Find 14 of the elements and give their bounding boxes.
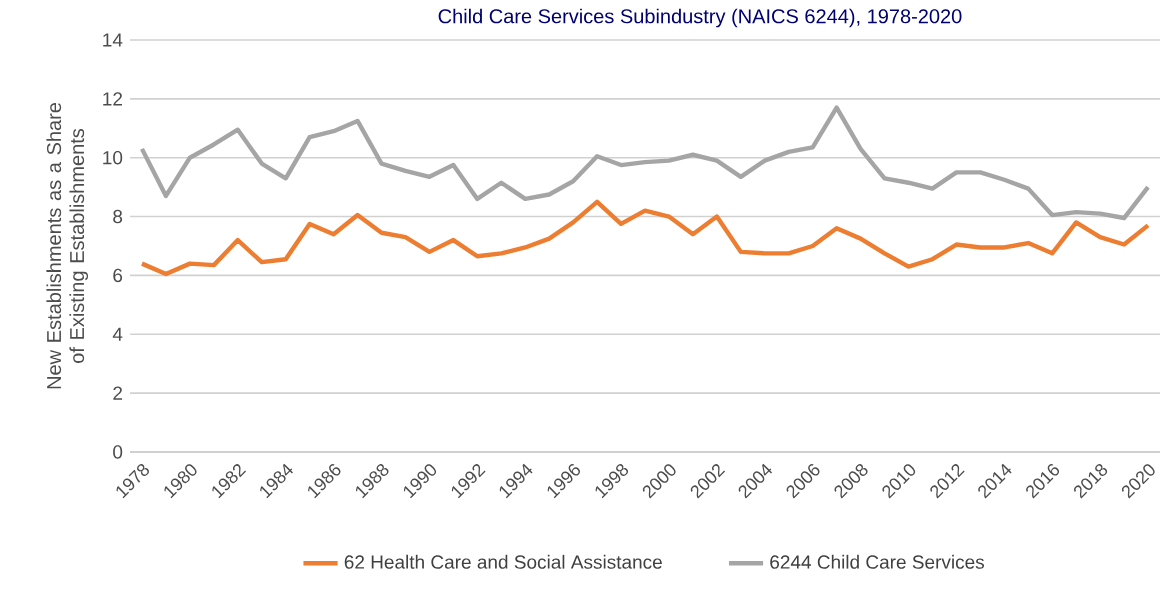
line-series bbox=[139, 105, 1151, 221]
y-tick-label: 2 bbox=[113, 386, 123, 400]
y-tick-label: 8 bbox=[113, 209, 123, 224]
legend-label: 6244 Child Care Services bbox=[770, 554, 984, 569]
y-tick-label: 14 bbox=[103, 33, 123, 47]
y-tick-label: 6 bbox=[113, 268, 123, 283]
legend-label: 62 Health Care and Social Assistance bbox=[344, 554, 662, 569]
chart-title: Child Care Services Subindustry (NAICS 6244), 1978-2020 bbox=[438, 8, 962, 28]
y-tick-label: 4 bbox=[112, 327, 123, 341]
y-tick-label: 0 bbox=[113, 445, 123, 459]
y-tick-label: 12 bbox=[103, 92, 122, 106]
line-series bbox=[139, 199, 1151, 277]
y-axis-title: New Establishments as a Share of Existing Establishments bbox=[46, 102, 89, 389]
y-tick-label: 10 bbox=[103, 150, 123, 165]
